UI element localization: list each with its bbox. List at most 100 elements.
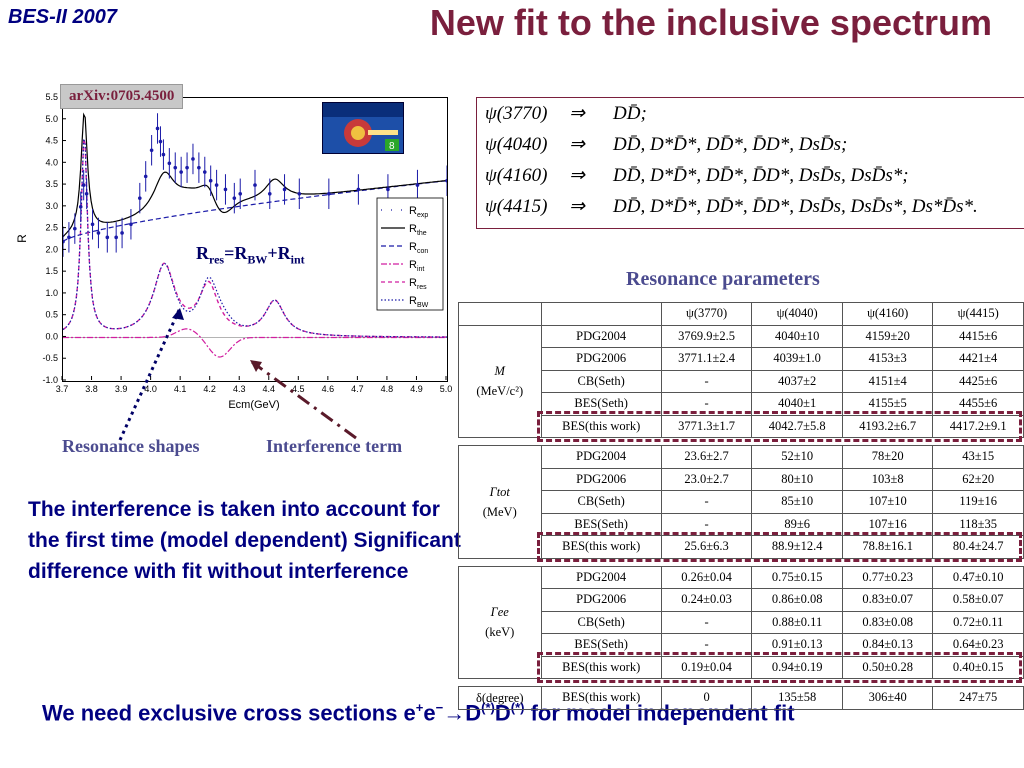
data-point [84, 191, 89, 196]
table-row: BES(this work) 3771.3±1.7 4042.7±5.8 4193.2… [459, 414, 1024, 438]
value-cell: 0.58±0.07 [932, 588, 1024, 612]
source-cell: PDG2006 [540, 467, 662, 491]
resonance-shapes-label: Resonance shapes [62, 436, 200, 456]
table-row: BES(Seth) -4040±1 4155±5 4455±6 [459, 392, 1024, 416]
data-point [197, 165, 201, 170]
y-tick-label: 1.0 [45, 288, 58, 298]
value-cell: 119±16 [932, 490, 1024, 514]
y-tick-label: 1.5 [45, 266, 58, 276]
group-label: M (MeV/c²) [458, 324, 542, 438]
value-cell: 0.91±0.13 [751, 633, 843, 657]
table-row: BES(Seth) -0.91±0.13 0.84±0.13 0.64±0.23 [459, 633, 1024, 657]
data-point [356, 187, 361, 192]
table-row: CB(Seth) -4037±2 4151±4 4425±6 [459, 369, 1024, 393]
y-tick-label: 2.0 [45, 244, 58, 254]
table-row: δ(degree) BES(this work) 0 135±58 306±40… [458, 686, 1024, 710]
value-cell: 0.86±0.08 [751, 588, 843, 612]
value-cell: 3769.9±2.5 [660, 324, 753, 348]
x-tick-label: 3.7 [56, 384, 69, 394]
data-point [386, 187, 390, 192]
interference-term-label: Interference term [266, 436, 403, 456]
data-point [191, 157, 195, 161]
data-point [138, 196, 142, 200]
data-point [202, 170, 207, 174]
value-cell: 0.84±0.13 [841, 633, 934, 657]
decay-row: ψ(4040) ⇒ DD̄, D*D̄*, DD̄*, D̄D*, DsD̄s; [485, 134, 848, 155]
value-cell: 78.8±16.1 [841, 535, 934, 559]
x-axis-label: Ecm(GeV) [228, 399, 279, 411]
value-cell: 107±10 [841, 490, 934, 514]
value-cell: 89±6 [751, 512, 843, 536]
table-row: Γee (keV) PDG2004 0.26±0.04 0.75±0.15 0.77±0.… [458, 565, 1024, 679]
source-cell: CB(Seth) [540, 610, 662, 634]
value-cell: 4040±10 [751, 324, 843, 348]
x-tick-label: 3.9 [115, 384, 128, 394]
arxiv-reference: arXiv:0705.4500 [60, 84, 184, 109]
source-cell: PDG2006 [540, 588, 662, 612]
value-cell: 135±58 [751, 686, 843, 710]
series-line-R_int [63, 328, 447, 358]
value-cell: 52±10 [751, 445, 843, 469]
value-cell: 4151±4 [841, 369, 934, 393]
value-cell: 0.75±0.15 [751, 565, 843, 589]
this-work-highlight [537, 652, 1022, 683]
value-cell: 80.4±24.7 [932, 535, 1024, 559]
value-cell: 0.19±0.04 [660, 655, 753, 679]
x-tick-label: 4.3 [233, 384, 246, 394]
series-line-R_res [63, 138, 447, 338]
table-row: PDG2006 3771.1±2.4 4039±1.0 4153±3 4421±4 [459, 347, 1024, 371]
y-tick-label: 3.5 [45, 179, 58, 189]
data-point [73, 226, 77, 231]
y-tick-label: 0.5 [45, 310, 58, 320]
data-point [327, 191, 331, 196]
value-cell: 4159±20 [841, 324, 934, 348]
value-cell: 0 [660, 686, 753, 710]
data-point [143, 174, 148, 179]
value-cell: 3771.1±2.4 [660, 347, 753, 371]
value-cell: 4415±6 [932, 324, 1024, 348]
source-cell: BES(this work) [540, 414, 662, 438]
x-tick-label: 4.8 [381, 384, 394, 394]
series-line-R_BW [63, 138, 447, 338]
x-tick-label: 4.9 [410, 384, 423, 394]
source-cell: PDG2004 [540, 324, 662, 348]
source-cell: CB(Seth) [540, 490, 662, 514]
x-tick-label: 4.0 [144, 384, 157, 394]
data-point [214, 183, 219, 187]
decay-channels-box: ψ(3770) ⇒ DD̄; ψ(4040) ⇒ DD̄, D*D̄*, DD̄*, D… [476, 97, 1024, 229]
y-tick-label: 0.0 [45, 331, 58, 341]
value-cell: 4425±6 [932, 369, 1024, 393]
value-cell: 0.88±0.11 [751, 610, 843, 634]
value-cell: 4417.2±9.1 [932, 414, 1024, 438]
table-row: BES(this work) 0.19±0.04 0.94±0.19 0.50±0.2… [459, 655, 1024, 679]
data-point [129, 222, 133, 227]
resonance-table: ψ(3770) ψ(4040) ψ(4160) ψ(4415) M (MeV/c²… [458, 302, 1024, 710]
data-point [63, 239, 65, 244]
data-point [185, 165, 189, 170]
value-cell: 0.26±0.04 [660, 565, 753, 589]
data-point [78, 205, 83, 209]
x-tick-label: 4.6 [322, 384, 335, 394]
data-point [208, 178, 213, 183]
value-cell: 62±20 [932, 467, 1024, 491]
table-row: CB(Seth) -85±10 107±10 119±16 [459, 490, 1024, 514]
data-point [155, 126, 160, 131]
value-cell: 247±75 [932, 686, 1024, 710]
value-cell: - [660, 610, 753, 634]
y-axis-label: R [15, 234, 29, 243]
bes-detector-thumbnail: 8 [322, 102, 404, 154]
value-cell: 23.0±2.7 [660, 467, 753, 491]
x-tick-label: 4.2 [203, 384, 216, 394]
this-work-highlight [537, 531, 1022, 562]
value-cell: - [660, 490, 753, 514]
value-cell: 88.9±12.4 [751, 535, 843, 559]
y-tick-label: -0.5 [42, 353, 58, 363]
data-point [173, 165, 178, 170]
data-point [67, 235, 71, 240]
source-cell: BES(this work) [540, 686, 662, 710]
rres-formula: Rres=RBW+Rint [196, 243, 305, 267]
value-cell: 4153±3 [841, 347, 934, 371]
table-row: PDG2006 23.0±2.7 80±10 103±8 62±20 [459, 467, 1024, 491]
